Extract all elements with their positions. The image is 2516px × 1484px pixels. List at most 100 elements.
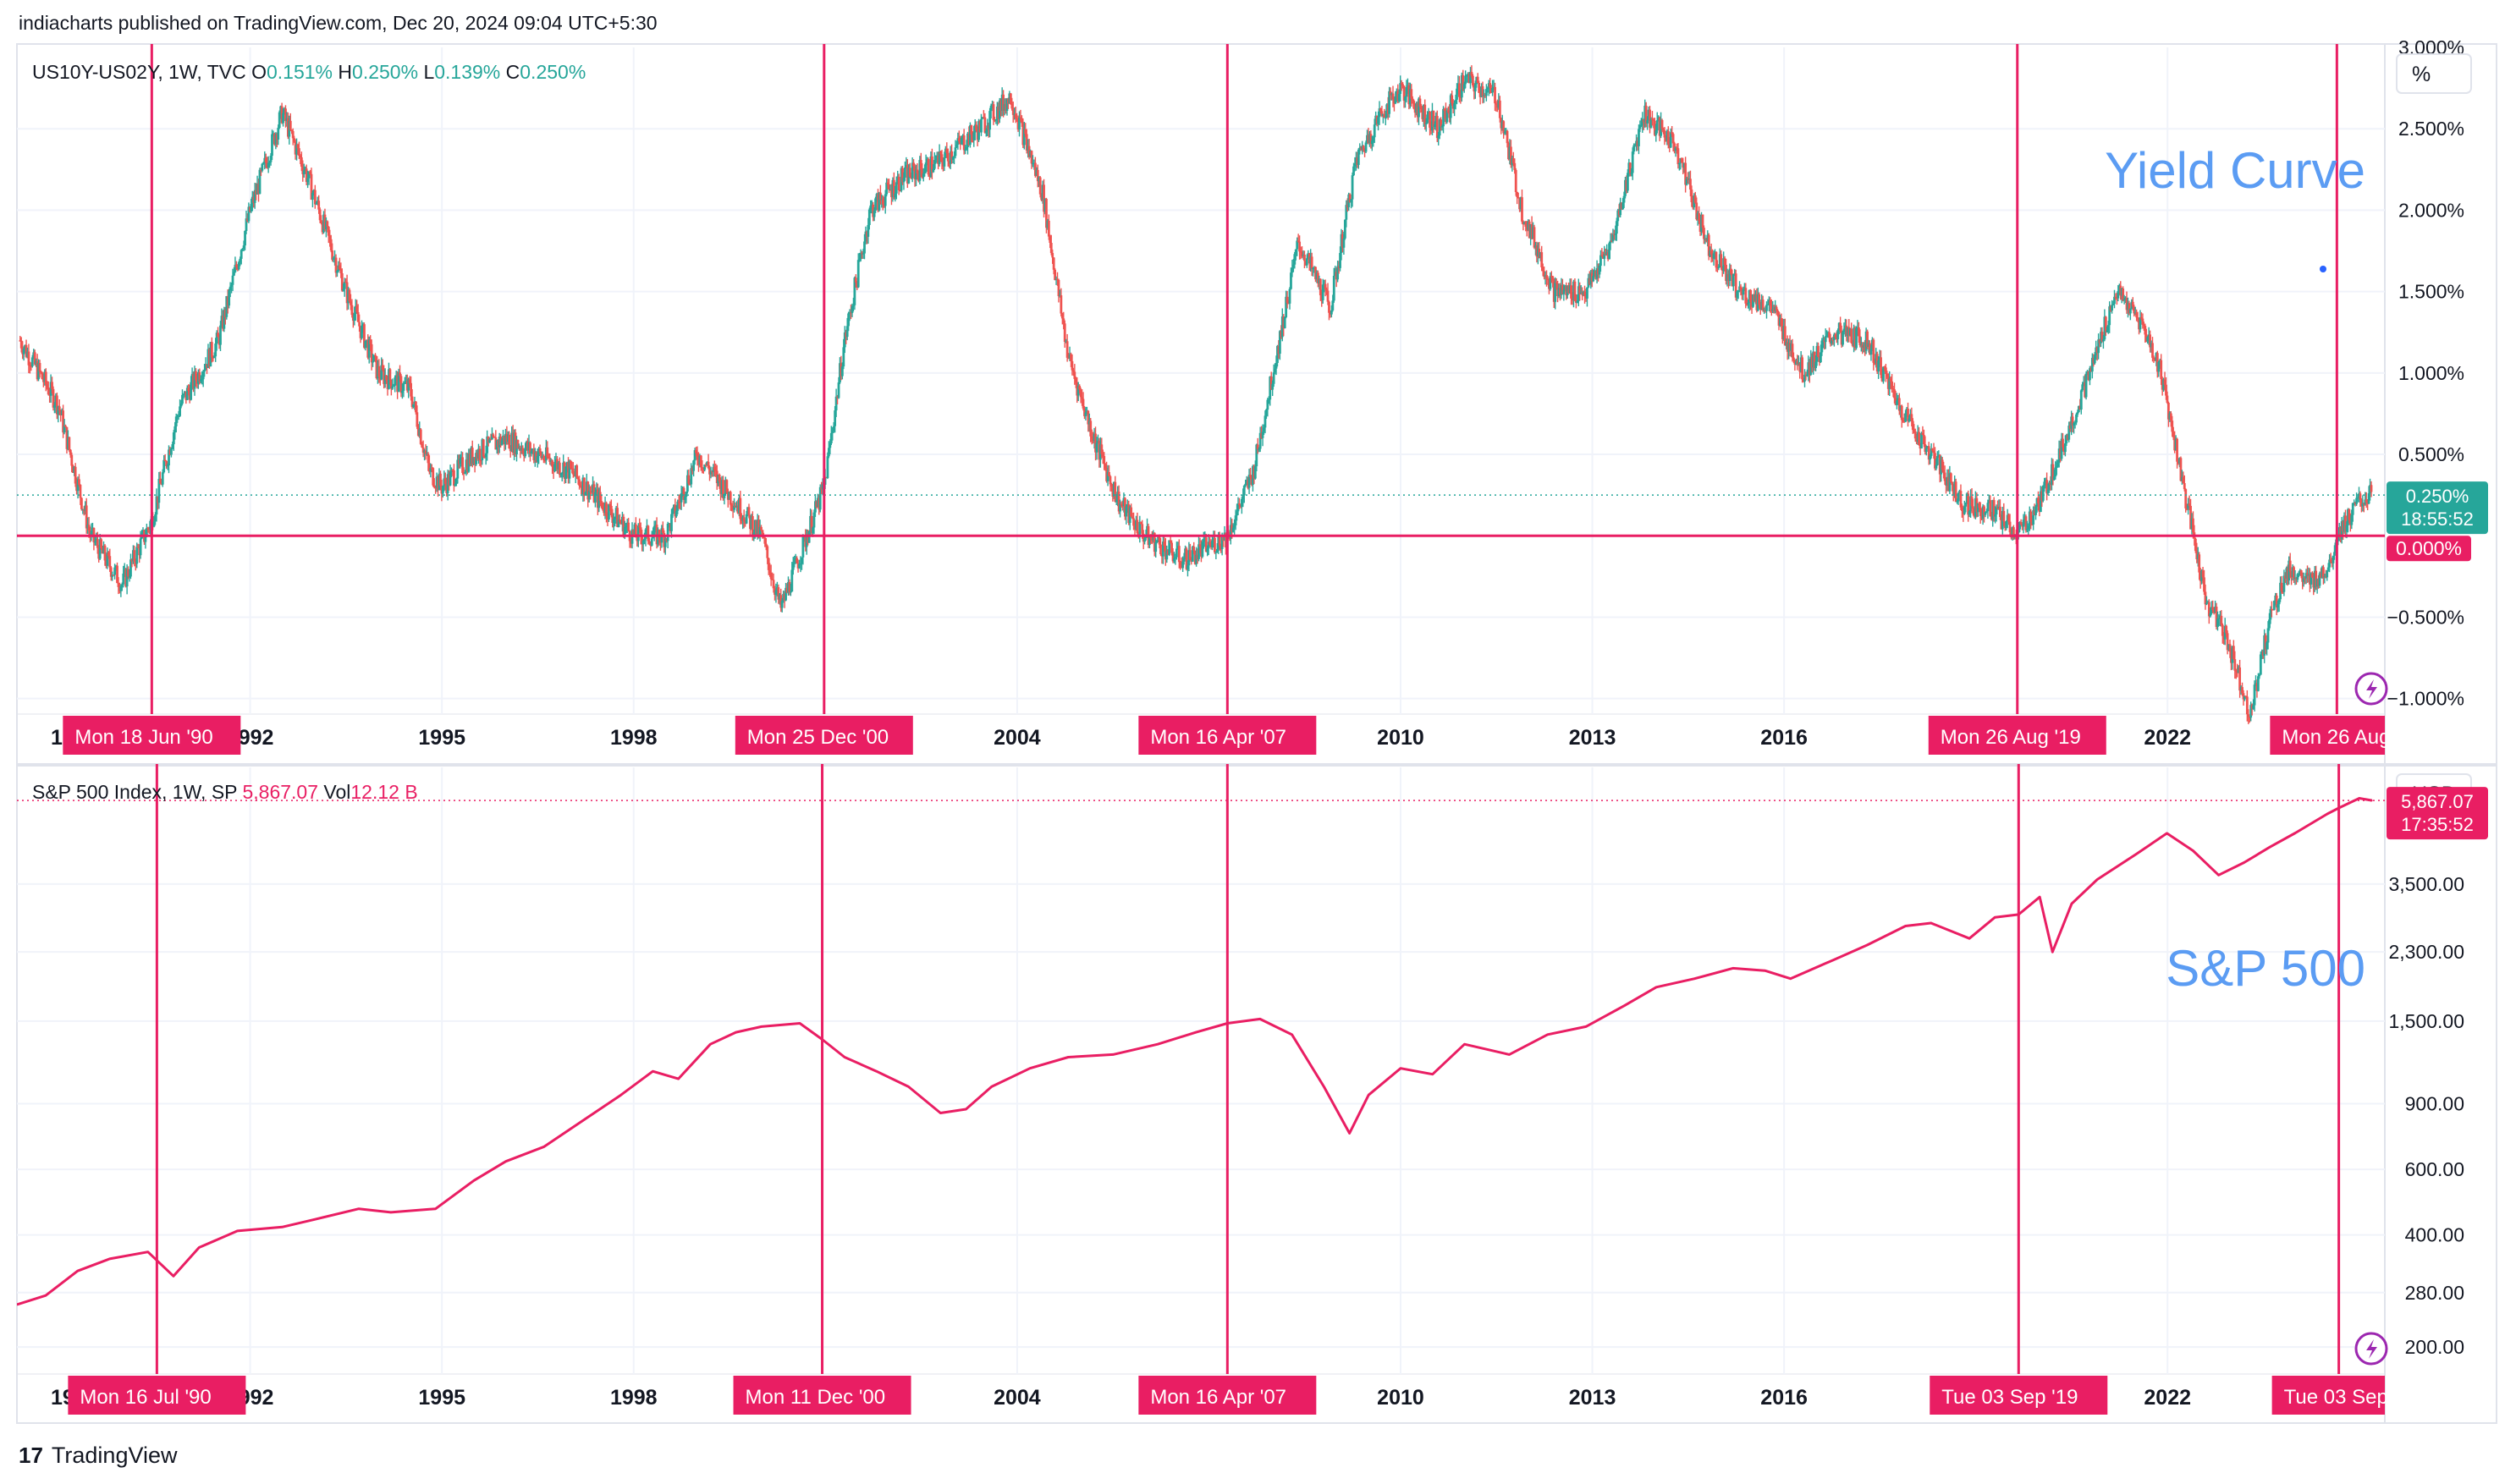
candle-body [1454, 99, 1457, 104]
candle-body [976, 130, 979, 140]
candle-body [1263, 427, 1265, 432]
candle-body [671, 508, 674, 514]
candle-body [596, 489, 599, 508]
candle-body [692, 460, 696, 471]
candle-body [1494, 86, 1496, 104]
candle-body [231, 275, 234, 285]
candle-body [2095, 347, 2099, 354]
candle-body [977, 121, 980, 140]
candle-body [1312, 267, 1314, 269]
pane2-sp500-point [173, 1275, 174, 1278]
candle-body [340, 273, 344, 291]
candle-body [399, 376, 403, 393]
candle-body [1138, 521, 1142, 537]
candle-body [603, 509, 606, 514]
candle-body [1448, 112, 1451, 118]
candle-body [2012, 527, 2015, 538]
candle-body [19, 340, 22, 342]
candle-body [1302, 254, 1305, 256]
candle-body [630, 541, 632, 544]
candle-body [1671, 134, 1675, 144]
candle-body [1649, 109, 1651, 128]
candle-body [1771, 309, 1775, 311]
candle-body [1511, 158, 1515, 163]
candle-body [1029, 151, 1032, 157]
pane2-event-marker-label: Tue 03 Sep [2284, 1386, 2388, 1409]
candle-body [2089, 368, 2091, 381]
candle-body [2242, 693, 2245, 700]
pane2-sp500-point [1789, 977, 1792, 980]
candle-body [2195, 551, 2199, 560]
candle-body [1624, 179, 1627, 196]
candle-body [2258, 674, 2261, 677]
pane2-x-tick-label: 2013 [1569, 1386, 1616, 1410]
candle-body [190, 374, 194, 382]
candle-body [672, 504, 675, 508]
candle-body [722, 480, 724, 498]
candle-body [2228, 644, 2232, 652]
candle-body [491, 434, 493, 440]
candle-body [2041, 485, 2045, 501]
candle-body [347, 289, 350, 304]
candle-body [1776, 311, 1779, 313]
candle-body [954, 147, 957, 157]
candle-body [2151, 343, 2154, 358]
candle-body [1644, 105, 1648, 124]
candle-body [799, 563, 802, 565]
candle-body [1200, 547, 1203, 557]
candle-body [1228, 537, 1231, 539]
candle-body [619, 521, 623, 525]
candle-body [1247, 475, 1251, 488]
candle-body [570, 460, 572, 469]
candle-body [892, 179, 895, 198]
candle-body [621, 516, 624, 525]
candle-body [1616, 210, 1620, 222]
candle-body [718, 475, 721, 482]
candle-body [1764, 310, 1767, 311]
candle-body [2135, 312, 2139, 318]
candle-body [563, 462, 566, 479]
candle-body [2172, 431, 2175, 437]
candle-body [1380, 111, 1384, 117]
candle-body [1920, 432, 1923, 449]
candle-body [1085, 410, 1088, 413]
candle-body [845, 326, 849, 338]
candle-body [2092, 357, 2095, 364]
candle-body [1745, 303, 1748, 305]
candle-body [497, 440, 500, 448]
candle-body [504, 433, 507, 445]
candle-body [1780, 317, 1783, 327]
candle-body [1363, 149, 1366, 152]
pane1-y-tick-label: 2.500% [2398, 118, 2464, 140]
candle-body [1309, 256, 1313, 264]
candle-body [1079, 389, 1082, 398]
candle-body [1401, 84, 1405, 86]
candle-body [1217, 535, 1220, 549]
candle-body [280, 106, 284, 124]
candle-body [2354, 502, 2357, 504]
candle-body [307, 171, 311, 179]
candle-body [1109, 475, 1112, 485]
candle-body [1427, 111, 1430, 115]
candle-body [878, 192, 882, 201]
candle-body [1405, 87, 1408, 97]
pane1-event-marker-bg [2270, 716, 2385, 755]
footer-branding[interactable]: 17 TradingView [19, 1438, 178, 1472]
candle-body [166, 465, 169, 467]
candle-body [1825, 336, 1829, 338]
candle-body [465, 459, 468, 473]
candle-body [886, 182, 889, 184]
candle-body [1635, 140, 1638, 146]
candle-body [1201, 541, 1204, 557]
candle-body [1347, 194, 1351, 207]
candle-body [86, 525, 90, 529]
candle-body [944, 148, 947, 158]
candle-body [2000, 517, 2003, 530]
candle-body [1978, 503, 1981, 508]
candle-body [2312, 577, 2315, 588]
candle-body [1677, 162, 1681, 165]
candle-body [1801, 357, 1804, 380]
candle-body [1603, 254, 1606, 259]
pane1-y-tick-label: −1.000% [2387, 688, 2464, 710]
